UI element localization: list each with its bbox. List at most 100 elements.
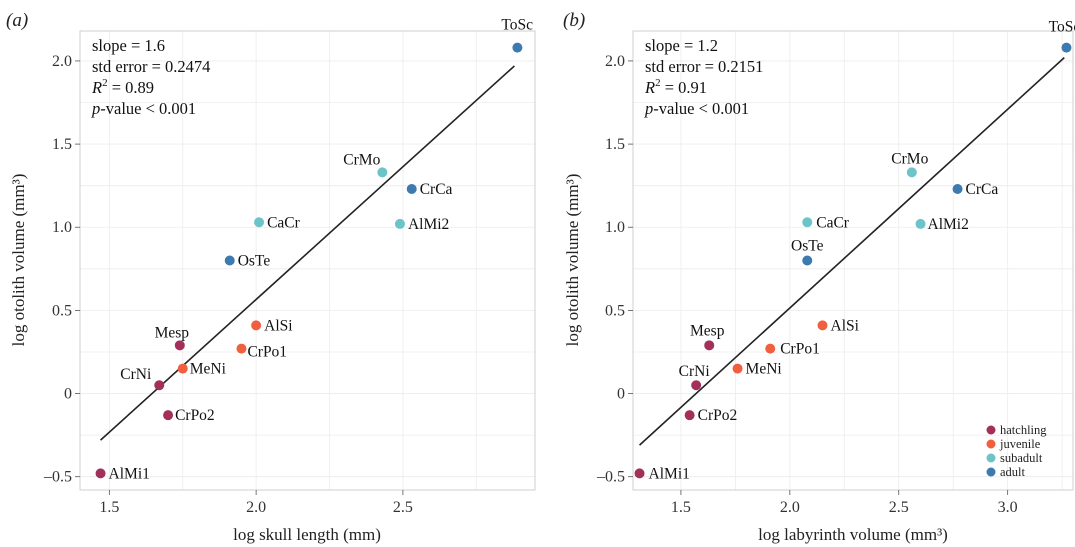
- panel-b-points: ToSc CrMo CrCa CaCr AlMi2 OsTe AlSi Mesp CrPo1 Me…: [634, 19, 1075, 482]
- legend-label-adult: adult: [1000, 465, 1026, 479]
- panel-a-x-tick-label: 2.5: [393, 499, 413, 516]
- panel-b-regression-line: [638, 57, 1065, 446]
- panel-a-point-label-crpo1: CrPo1: [247, 344, 287, 361]
- panel-a-stats: slope = 1.6 std error = 0.2474 R2 = 0.89…: [91, 36, 210, 118]
- panel-b-point-label-almi2: AlMi2: [928, 216, 969, 233]
- panel-a-regression-line: [100, 65, 515, 441]
- panel-a-p-value-text: -value < 0.001: [100, 99, 196, 118]
- panel-b-label: (b): [563, 10, 585, 31]
- panel-a-y-tick-label: 2.0: [52, 53, 72, 70]
- legend-item-juvenile: juvenile: [986, 437, 1041, 451]
- panel-a-point-label-crni: CrNi: [120, 366, 152, 383]
- panel-a-r-squared-value: = 0.89: [108, 78, 154, 97]
- panel-b-r-squared-value: = 0.91: [661, 78, 707, 97]
- panel-a-point-label-tosc: ToSc: [501, 17, 533, 34]
- panel-b-y-tick-label: 0.5: [605, 302, 625, 319]
- panel-a-point-label-almi2: AlMi2: [408, 216, 449, 233]
- panel-b-x-axis-label: log labyrinth volume (mm³): [758, 525, 948, 544]
- panel-a-point-crmo: [377, 167, 388, 178]
- panel-b-point-label-tosc: ToSc: [1049, 19, 1075, 36]
- panel-b-y-tick-label: 1.5: [605, 136, 625, 153]
- panel-b-point-crpo1: [765, 343, 776, 354]
- panel-b: (b) 1.5 2.0 2.5 3.0 –0.5 0 0.5 1.0 1.5 2.0 ToSc Cr…: [563, 10, 1075, 544]
- panel-b-gridlines: [633, 31, 1073, 490]
- panel-b-x-tick-label: 2.0: [780, 499, 800, 516]
- panel-b-point-label-crca: CrCa: [966, 181, 999, 198]
- panel-b-std-error: std error = 0.2151: [645, 57, 763, 76]
- panel-b-point-meni: [732, 363, 743, 374]
- panel-a-point-crpo1: [236, 343, 247, 354]
- panel-a: (a) 1.5 2.0 2.5 –0.5 0 0.5 1.0 1.5 2.0 ToSc CrMo C…: [6, 10, 536, 544]
- panel-a-x-tick-label: 1.5: [99, 499, 119, 516]
- panel-a-point-label-crmo: CrMo: [343, 151, 380, 168]
- panel-a-point-crca: [406, 183, 417, 194]
- panel-b-p-value: p-value < 0.001: [644, 99, 749, 118]
- panel-b-point-label-almi1: AlMi1: [649, 465, 690, 482]
- panel-b-point-alsi: [817, 320, 828, 331]
- panel-a-point-cacr: [254, 217, 265, 228]
- panel-a-x-tick-label: 2.0: [246, 499, 266, 516]
- panel-b-point-label-crni: CrNi: [679, 363, 711, 380]
- legend-item-subadult: subadult: [986, 451, 1043, 465]
- panel-a-y-tick-label: –0.5: [43, 469, 72, 486]
- panel-a-r-squared: R2 = 0.89: [91, 77, 154, 97]
- panel-a-p-value: p-value < 0.001: [91, 99, 196, 118]
- panel-a-point-mesp: [174, 340, 185, 351]
- legend-swatch-juvenile: [986, 439, 996, 449]
- panel-b-point-cacr: [802, 217, 813, 228]
- panel-b-point-label-mesp: Mesp: [690, 322, 725, 339]
- panel-a-y-tick-label: 0: [64, 386, 72, 403]
- legend-swatch-adult: [986, 467, 996, 477]
- panel-b-y-tick-label: –0.5: [596, 469, 625, 486]
- legend-label-juvenile: juvenile: [999, 437, 1041, 451]
- legend-label-subadult: subadult: [1000, 451, 1043, 465]
- panel-b-point-label-crmo: CrMo: [891, 150, 928, 167]
- panel-a-plot-frame: [79, 30, 536, 491]
- panel-b-point-almi2: [915, 218, 926, 229]
- panel-a-point-label-crpo2: CrPo2: [175, 407, 215, 424]
- panel-a-point-label-almi1: AlMi1: [109, 465, 150, 482]
- panel-a-ticks: 1.5 2.0 2.5 –0.5 0 0.5 1.0 1.5 2.0: [43, 53, 413, 516]
- panel-b-point-label-alsi: AlSi: [831, 317, 860, 334]
- panel-b-point-crca: [952, 183, 963, 194]
- panel-a-slope: slope = 1.6: [92, 36, 165, 55]
- panel-a-point-crni: [154, 380, 165, 391]
- panel-b-point-crpo2: [684, 410, 695, 421]
- panel-a-point-crpo2: [163, 410, 174, 421]
- panel-b-r-squared: R2 = 0.91: [644, 77, 707, 97]
- panel-a-point-oste: [224, 255, 235, 266]
- panel-a-point-label-mesp: Mesp: [155, 324, 190, 341]
- panel-b-y-tick-label: 2.0: [605, 53, 625, 70]
- panel-a-x-axis-label: log skull length (mm): [233, 525, 381, 544]
- panel-a-point-label-crca: CrCa: [420, 181, 453, 198]
- panel-b-ticks: 1.5 2.0 2.5 3.0 –0.5 0 0.5 1.0 1.5 2.0: [596, 53, 1018, 516]
- panel-b-x-tick-label: 2.5: [889, 499, 909, 516]
- panel-b-x-tick-label: 1.5: [671, 499, 691, 516]
- panel-a-y-tick-label: 1.5: [52, 136, 72, 153]
- panel-a-point-label-oste: OsTe: [238, 253, 271, 270]
- panel-b-x-tick-label: 3.0: [998, 499, 1018, 516]
- panel-a-point-label-meni: MeNi: [190, 361, 227, 378]
- panel-b-point-crni: [691, 380, 702, 391]
- panel-b-point-oste: [802, 255, 813, 266]
- panel-b-point-mesp: [704, 340, 715, 351]
- panel-a-y-axis-label: log otolith volume (mm³): [9, 174, 28, 347]
- panel-b-point-label-oste: OsTe: [791, 238, 824, 255]
- panel-b-stats: slope = 1.2 std error = 0.2151 R2 = 0.91…: [644, 36, 763, 118]
- panel-b-y-axis-label: log otolith volume (mm³): [563, 174, 582, 347]
- panel-b-slope: slope = 1.2: [645, 36, 718, 55]
- legend-swatch-hatchling: [986, 425, 996, 435]
- panel-b-point-crmo: [906, 167, 917, 178]
- panel-a-point-almi1: [95, 468, 106, 479]
- panel-a-points: ToSc CrMo CrCa CaCr AlMi2 OsTe AlSi Mesp CrPo1 Me…: [95, 17, 533, 482]
- panel-b-plot-frame: [632, 30, 1074, 491]
- panel-b-p-value-text: -value < 0.001: [653, 99, 749, 118]
- panel-a-gridlines: [80, 31, 535, 490]
- panel-b-y-tick-label: 0: [617, 386, 625, 403]
- legend-item-hatchling: hatchling: [986, 423, 1047, 437]
- panel-a-y-tick-label: 1.0: [52, 219, 72, 236]
- panel-a-point-label-cacr: CaCr: [267, 214, 301, 231]
- panel-b-point-label-meni: MeNi: [746, 361, 783, 378]
- legend-swatch-subadult: [986, 453, 996, 463]
